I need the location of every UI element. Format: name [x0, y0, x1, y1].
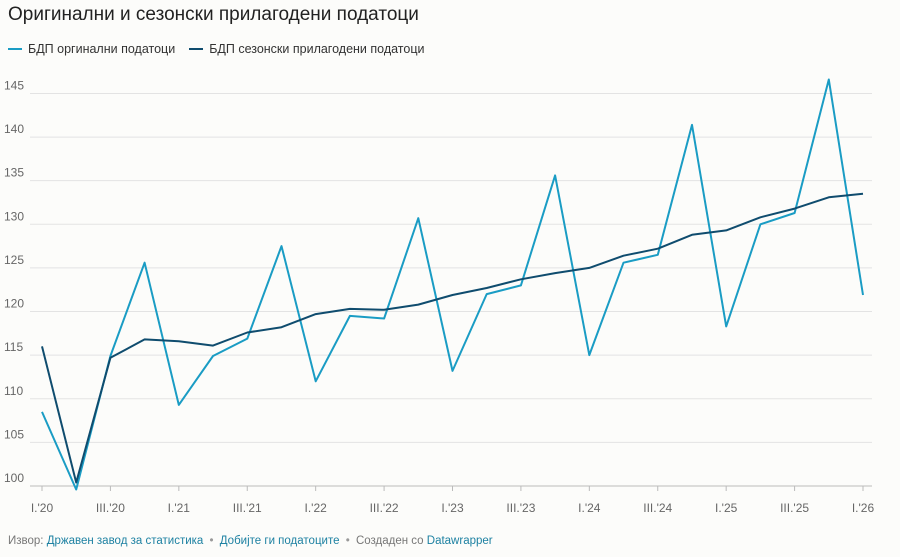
get-data-link[interactable]: Добијте ги податоците — [219, 535, 340, 547]
series-line-original — [41, 78, 864, 491]
legend-swatch-original — [8, 48, 22, 50]
x-tick-label: III.'21 — [233, 501, 262, 515]
y-tick-label: 120 — [4, 297, 24, 311]
x-tick-label: I.'22 — [305, 501, 328, 515]
x-axis-ticks: I.'20 III.'20 I.'21 III.'21 I.'22 III.'22 I.'2… — [31, 486, 875, 515]
x-tick-label: I.'23 — [441, 501, 464, 515]
x-tick-label: III.'25 — [780, 501, 809, 515]
chart-title: Оригинални и сезонски прилагодени подато… — [8, 4, 419, 25]
footer-separator: • — [209, 535, 214, 547]
x-tick-label: I.'26 — [852, 501, 875, 515]
source-link[interactable]: Државен завод за статистика — [46, 535, 204, 547]
footer-separator: • — [345, 535, 350, 547]
source-prefix: Извор: — [8, 535, 44, 547]
x-tick-label: III.'23 — [506, 501, 535, 515]
legend: БДП оргинални податоци БДП сезонски прил… — [8, 42, 424, 56]
x-tick-label: III.'22 — [370, 501, 399, 515]
x-tick-label: I.'20 — [31, 501, 54, 515]
legend-label-original: БДП оргинални податоци — [28, 42, 176, 56]
y-tick-label: 105 — [4, 427, 24, 441]
y-tick-label: 140 — [4, 122, 24, 136]
y-tick-label: 110 — [4, 384, 23, 398]
y-axis-ticks: 100 105 110 115 120 125 130 135 140 145 — [4, 78, 24, 485]
y-tick-label: 130 — [4, 209, 24, 223]
gridlines — [30, 92, 872, 487]
legend-swatch-seasonal — [189, 48, 204, 50]
y-tick-label: 115 — [4, 340, 23, 354]
legend-item-original: БДП оргинални податоци — [8, 42, 175, 56]
y-tick-label: 135 — [4, 166, 24, 180]
datawrapper-link[interactable]: Datawrapper — [426, 535, 493, 547]
legend-label-seasonal: БДП сезонски прилагодени податоци — [209, 42, 425, 56]
created-prefix: Создаден со — [355, 535, 424, 547]
x-tick-label: III.'20 — [96, 501, 125, 515]
legend-item-seasonal: БДП сезонски прилагодени податоци — [189, 42, 424, 56]
x-tick-label: I.'25 — [715, 501, 738, 515]
series-lines — [41, 78, 864, 491]
x-tick-label: I.'24 — [578, 501, 601, 515]
chart-footer: Извор: Државен завод за статистика • Доб… — [8, 535, 493, 547]
line-chart: 100 105 110 115 120 125 130 135 140 145 I.'20 III.… — [4, 78, 875, 515]
x-tick-label: I.'21 — [168, 501, 191, 515]
series-line-seasonal — [41, 192, 864, 484]
x-tick-label: III.'24 — [643, 501, 672, 515]
y-tick-label: 125 — [4, 253, 24, 267]
y-tick-label: 100 — [4, 471, 24, 485]
y-tick-label: 145 — [4, 78, 24, 92]
